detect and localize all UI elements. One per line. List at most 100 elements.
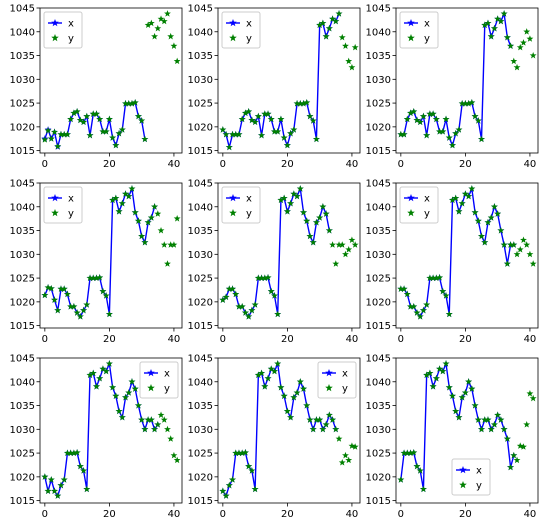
point-y xyxy=(235,449,243,456)
point-y xyxy=(322,420,330,428)
point-y xyxy=(128,99,136,107)
point-y xyxy=(76,312,84,320)
x-tick-label: 20 xyxy=(459,334,472,345)
y-tick-label: 1035 xyxy=(188,51,213,62)
point-y xyxy=(125,99,133,107)
y-tick-label: 1045 xyxy=(188,4,213,15)
point-y xyxy=(93,274,100,281)
x-tick-label: 40 xyxy=(168,509,181,520)
point-y xyxy=(238,303,246,310)
y-tick-label: 1020 xyxy=(366,297,391,308)
y-tick-label: 1045 xyxy=(10,354,35,365)
axes-frame xyxy=(395,182,539,329)
point-y xyxy=(242,109,249,116)
point-y xyxy=(458,393,466,401)
x-tick-label: 40 xyxy=(346,334,359,345)
point-y xyxy=(513,250,521,258)
y-tick-label: 1045 xyxy=(366,4,391,15)
point-y xyxy=(332,260,340,267)
point-y xyxy=(474,416,482,423)
point-y xyxy=(465,192,473,200)
point-y xyxy=(235,303,243,310)
point-y xyxy=(432,115,440,123)
point-y xyxy=(342,250,349,258)
legend-marker-y xyxy=(51,34,59,42)
point-y xyxy=(296,99,304,107)
point-y xyxy=(449,196,456,204)
y-tick-label: 1015 xyxy=(366,321,391,332)
point-y xyxy=(413,462,421,470)
legend-marker-y xyxy=(229,209,237,217)
point-y xyxy=(529,260,537,267)
point-y xyxy=(397,130,405,138)
point-y xyxy=(300,385,307,392)
legend-marker-x xyxy=(325,369,333,377)
point-y xyxy=(105,310,113,318)
point-y xyxy=(513,456,521,464)
point-y xyxy=(280,134,288,141)
point-y xyxy=(274,310,282,318)
point-y xyxy=(258,369,265,377)
point-y xyxy=(57,130,65,138)
legend-label-x: x xyxy=(68,194,74,205)
point-y xyxy=(468,385,476,392)
point-y xyxy=(67,115,75,123)
series-y xyxy=(397,185,537,320)
y-tick-label: 1040 xyxy=(10,27,35,38)
point-y xyxy=(44,487,52,495)
y-tick-label: 1025 xyxy=(10,449,35,460)
point-y xyxy=(83,301,91,308)
subplot-2-1: 1015 1020 1025 1030 1035 1040 1045 0 20 40 xy xyxy=(10,179,183,345)
y-tick-label: 1015 xyxy=(366,146,391,157)
point-y xyxy=(478,425,485,433)
point-y xyxy=(494,15,502,22)
point-y xyxy=(99,128,107,135)
y-tick-label: 1040 xyxy=(366,202,391,213)
y-tick-label: 1030 xyxy=(366,250,391,261)
point-y xyxy=(413,116,421,124)
point-y xyxy=(313,416,320,423)
y-tick-label: 1025 xyxy=(10,99,35,110)
point-y xyxy=(319,425,327,433)
point-y xyxy=(99,365,107,372)
point-y xyxy=(225,481,233,489)
point-y xyxy=(96,115,104,123)
point-y xyxy=(439,287,447,295)
point-y xyxy=(491,203,498,210)
point-y xyxy=(254,274,262,281)
point-y xyxy=(73,108,81,115)
point-y xyxy=(442,360,450,367)
point-y xyxy=(86,274,94,281)
x-tick-label: 20 xyxy=(281,334,294,345)
point-y xyxy=(494,411,502,418)
point-y xyxy=(105,360,113,367)
point-y xyxy=(115,207,123,215)
point-y xyxy=(468,99,476,106)
subplot-3-1: 1015 1020 1025 1030 1035 1040 1045 0 20 40 xy xyxy=(10,354,183,520)
y-tick-label: 1045 xyxy=(366,354,391,365)
point-y xyxy=(455,126,463,133)
point-y xyxy=(478,232,485,240)
legend-frame xyxy=(43,11,83,49)
point-y xyxy=(481,416,489,423)
legend: xy xyxy=(139,361,179,399)
legend: xy xyxy=(399,11,439,49)
series-y xyxy=(397,360,537,493)
y-tick-label: 1020 xyxy=(366,472,391,483)
y-tick-label: 1035 xyxy=(366,226,391,237)
point-y xyxy=(80,467,87,474)
point-y xyxy=(452,407,460,415)
point-y xyxy=(526,250,534,258)
point-y xyxy=(160,241,168,248)
point-y xyxy=(458,99,466,107)
legend-label-x: x xyxy=(246,19,252,30)
x-tick-label: 0 xyxy=(220,509,226,520)
point-y xyxy=(523,28,531,35)
point-y xyxy=(44,127,52,134)
point-y xyxy=(147,416,155,423)
point-y xyxy=(397,285,405,292)
point-y xyxy=(400,449,408,456)
point-y xyxy=(287,129,295,137)
point-y xyxy=(452,194,460,202)
